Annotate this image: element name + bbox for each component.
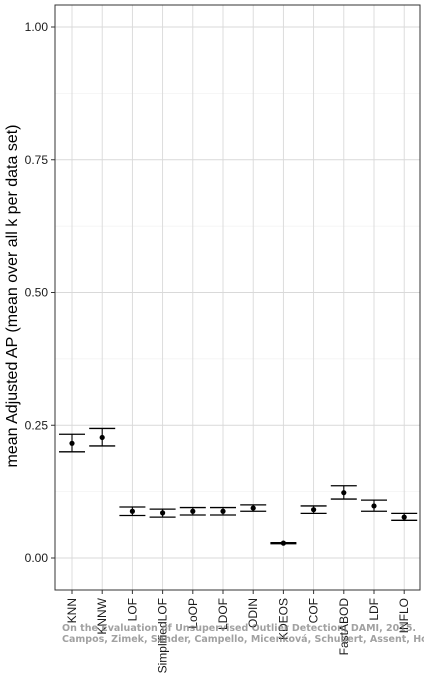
- y-tick-label: 0.00: [25, 551, 49, 565]
- x-tick-label-loop: LoOP: [186, 598, 200, 629]
- x-tick-label-odin: ODIN: [246, 598, 260, 628]
- errorbar-odin: [240, 504, 267, 512]
- y-tick-label: 0.75: [25, 153, 49, 167]
- y-tick-label: 0.25: [25, 418, 49, 432]
- watermark: On the Evaluation of Unsupervised Outlie…: [62, 623, 424, 645]
- point-loop: [190, 508, 196, 514]
- x-tick-label-ldf: LDF: [367, 598, 381, 621]
- errorbar-lof: [119, 506, 146, 517]
- x-tick-label-simplifiedlof: SimplifiedLOF: [156, 598, 170, 673]
- panel-border: [54, 4, 421, 591]
- x-tick-label-fastabod: FastABOD: [337, 598, 351, 656]
- errorbar-kdeos: [270, 540, 297, 546]
- x-tick-label-knnw: KNNW: [95, 597, 109, 634]
- point-ldof: [220, 508, 226, 514]
- errorbar-knnw: [89, 427, 116, 447]
- point-knnw: [99, 434, 105, 441]
- errorbar-knn: [59, 433, 85, 453]
- point-lof: [129, 508, 135, 514]
- grid-lines: [54, 4, 421, 591]
- x-axis: KNN KNNW LOF SimplifiedLOF LoOP LDOF ODIN KDEOS…: [65, 590, 411, 673]
- errorbar-fastabod: [330, 485, 357, 500]
- errorbar-inflo: [391, 512, 418, 521]
- y-axis: 0.00 0.25 0.50 0.75 1.00: [25, 20, 55, 565]
- x-tick-label-ldof: LDOF: [216, 598, 230, 630]
- point-simplifiedlof: [160, 510, 166, 516]
- point-kdeos: [280, 540, 286, 546]
- point-ldf: [371, 503, 377, 509]
- errorbar-cof: [300, 505, 327, 515]
- point-knn: [69, 440, 75, 446]
- errorbar-ldof: [210, 506, 236, 516]
- errorbar-loop: [179, 506, 206, 516]
- data-marks: [59, 427, 418, 546]
- y-tick-label: 0.50: [25, 286, 49, 300]
- x-tick-label-knn: KNN: [65, 598, 79, 623]
- watermark-line-1: On the Evaluation of Unsupervised Outlie…: [62, 623, 417, 634]
- x-tick-label-cof: COF: [307, 598, 321, 623]
- watermark-line-2: Campos, Zimek, Sander, Campello, Micenko…: [62, 634, 424, 645]
- point-fastabod: [341, 490, 347, 496]
- point-inflo: [401, 514, 407, 520]
- y-tick-label: 1.00: [25, 20, 49, 34]
- point-odin: [250, 505, 256, 511]
- y-axis-title: mean Adjusted AP (mean over all k per da…: [4, 124, 21, 467]
- errorbar-simplifiedlof: [149, 508, 176, 518]
- x-tick-label-kdeos: KDEOS: [276, 598, 290, 640]
- point-cof: [311, 507, 317, 513]
- x-tick-label-lof: LOF: [125, 598, 139, 621]
- errorbar-ldf: [361, 499, 387, 512]
- x-tick-label-inflo: INFLO: [397, 598, 411, 633]
